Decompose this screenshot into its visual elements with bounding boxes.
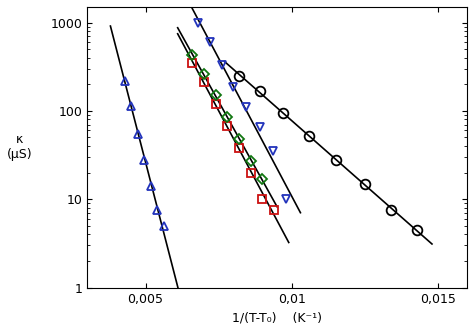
Y-axis label: κ
(μS): κ (μS) (7, 133, 33, 161)
X-axis label: 1/(T-T₀)    (K⁻¹): 1/(T-T₀) (K⁻¹) (232, 311, 322, 324)
